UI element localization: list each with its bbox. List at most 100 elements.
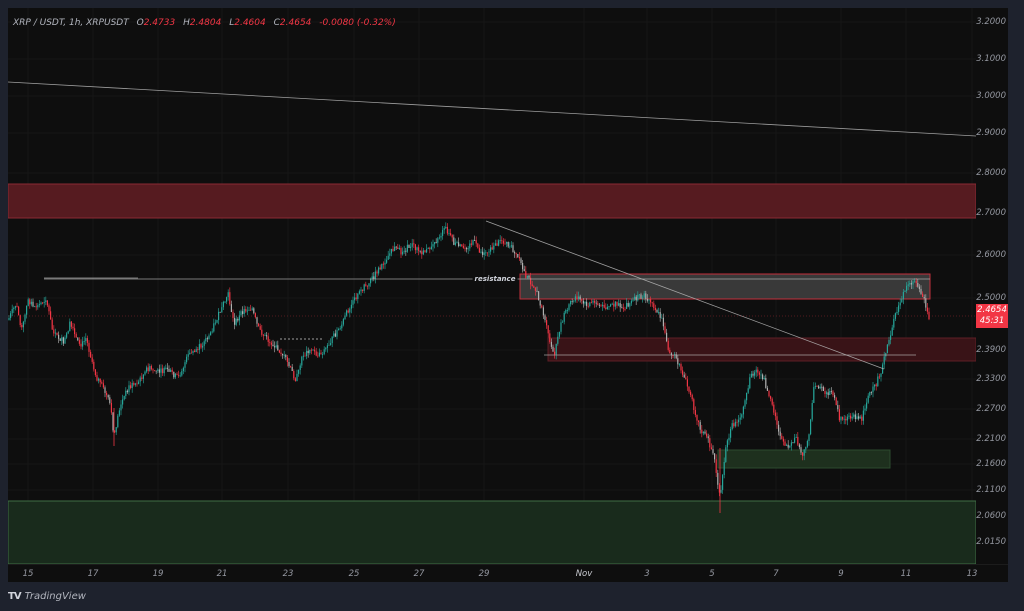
candle-body — [699, 422, 701, 430]
candle-body — [670, 353, 672, 356]
candle-body — [390, 248, 392, 254]
candle-body — [216, 320, 218, 323]
candle-body — [155, 370, 157, 372]
candle-body — [554, 351, 556, 355]
candle-body — [114, 430, 116, 433]
candle-body — [298, 369, 300, 374]
candle-body — [320, 352, 322, 355]
candle-body — [731, 423, 733, 430]
candle-body — [587, 305, 589, 307]
candle-body — [589, 302, 591, 307]
candle-body — [579, 296, 581, 300]
candle-body — [77, 337, 79, 341]
candle-body — [251, 308, 253, 311]
candle-body — [160, 368, 162, 373]
candle-body — [893, 318, 895, 328]
candle-body — [387, 255, 389, 260]
candle-body — [827, 392, 829, 396]
candle-body — [14, 306, 16, 308]
candle-body — [843, 418, 845, 420]
candle-body — [645, 293, 647, 299]
candle-body — [883, 356, 885, 365]
candle-body — [666, 332, 668, 341]
candle-body — [150, 366, 152, 370]
candle-body — [918, 286, 920, 289]
candle-body — [174, 373, 176, 378]
candle-body — [210, 332, 212, 336]
candle-body — [782, 438, 784, 442]
time-tick-label: 17 — [87, 569, 99, 579]
candle-body — [749, 377, 751, 389]
candle-body — [461, 244, 463, 247]
candle-body — [50, 311, 52, 320]
candle-body — [840, 417, 842, 421]
candle-body — [619, 303, 621, 308]
candle-body — [597, 303, 599, 305]
candle-body — [810, 419, 812, 435]
time-tick-label: 13 — [966, 569, 978, 579]
candle-body — [853, 414, 855, 417]
candle-body — [653, 303, 655, 308]
candle-body — [434, 242, 436, 245]
time-tick-label: 9 — [838, 569, 844, 579]
candle-body — [482, 251, 484, 255]
candle-body — [485, 252, 487, 254]
candle-body — [638, 294, 640, 296]
candle-body — [629, 303, 631, 307]
candle-body — [262, 334, 264, 336]
candle-body — [403, 250, 405, 252]
time-axis[interactable]: 15 17 19 21 23 25 27 29 Nov 3 5 7 9 11 13 — [8, 564, 1008, 583]
candle-body — [576, 296, 578, 299]
candle-body — [742, 406, 744, 415]
candle-body — [149, 366, 151, 371]
candle-body — [870, 392, 872, 393]
candle-body — [354, 297, 356, 301]
candle-body — [624, 308, 626, 310]
symbol-name[interactable]: XRP / USDT, 1h, XRPUSDT — [13, 18, 129, 28]
candle-body — [797, 436, 799, 445]
candle-body — [803, 449, 805, 456]
candle-body — [202, 345, 204, 348]
candle-body — [662, 317, 664, 327]
candle-body — [293, 371, 295, 379]
candle-body — [736, 421, 738, 423]
candle-body — [486, 252, 488, 254]
price-axis[interactable]: 3.2000 3.1000 3.0000 2.9000 2.8000 2.7000 2.60… — [976, 8, 1008, 564]
candle-body — [706, 433, 708, 437]
candle-body — [800, 447, 802, 453]
candle-body — [845, 418, 847, 421]
candle-body — [104, 387, 106, 393]
candle-body — [200, 344, 202, 348]
candle-body — [285, 354, 287, 358]
close-label: C — [273, 18, 280, 28]
candle-body — [584, 301, 586, 304]
candle-body — [891, 327, 893, 336]
candle-body — [330, 343, 332, 345]
candle-body — [838, 409, 840, 421]
candle-body — [842, 417, 844, 420]
candle-body — [814, 386, 816, 388]
candle-body — [163, 367, 165, 374]
candle-body — [288, 361, 290, 367]
candle-body — [478, 247, 480, 253]
candle-body — [856, 416, 858, 420]
candle-body — [526, 275, 528, 278]
candle-body — [398, 247, 400, 249]
tradingview-brand[interactable]: TV TradingView — [8, 591, 86, 602]
candle-body — [414, 244, 416, 251]
candle-body — [608, 306, 610, 308]
candle-body — [184, 362, 186, 368]
candle-body — [450, 233, 452, 236]
candle-body — [542, 307, 544, 316]
candle-body — [898, 305, 900, 312]
candle-body — [267, 336, 269, 342]
high-value: 2.4804 — [189, 18, 222, 28]
candle-body — [722, 475, 724, 490]
candle-body — [283, 354, 285, 356]
candle-body — [317, 355, 319, 357]
candle-body — [778, 424, 780, 432]
candle-body — [381, 263, 383, 270]
chart-plot-area[interactable]: XRP / USDT, 1h, XRPUSDT O2.4733 H2.4804 … — [8, 8, 976, 564]
candle-body — [806, 440, 808, 447]
candle-body — [350, 304, 352, 309]
